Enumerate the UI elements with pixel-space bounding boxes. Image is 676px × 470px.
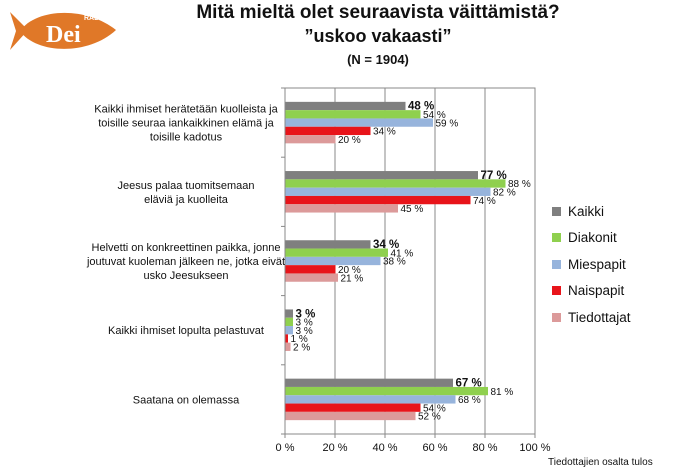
legend-swatch [552,259,561,269]
radio-dei-logo: RADIO Dei [10,12,116,50]
data-label: 20 % [338,135,361,146]
legend-item: Naispapit [552,278,631,305]
bar-tiedottajat [285,204,398,213]
bar-kaikki [285,309,293,318]
x-tick-label: 20 % [322,442,347,454]
data-label: 3 % [296,326,313,337]
legend-label: Tiedottajat [568,309,631,325]
legend-item: Kaikki [552,198,631,225]
bar-naispapit [285,334,288,343]
data-label: 21 % [341,273,364,284]
category-label: toisille seuraa iankaikkinen elämä ja [98,118,274,130]
data-label: 54 % [423,110,446,121]
fish-shape [10,12,28,50]
data-label: 3 % [296,318,313,329]
data-label: 48 % [408,101,434,113]
logo-big-text: Dei [46,22,81,48]
x-tick-label: 100 % [519,442,550,454]
footnote: Tiedottajien osalta tulos [548,457,653,468]
data-label: 68 % [458,395,481,406]
bar-kaikki [285,240,371,249]
data-label: 52 % [418,412,441,423]
bar-naispapit [285,403,421,412]
data-label: 1 % [291,334,308,345]
legend-label: Kaikki [568,203,605,219]
legend-swatch [552,312,561,322]
data-label: 77 % [481,170,507,182]
category-label: Kaikki ihmiset herätetään kuolleista ja [94,104,278,116]
bar-diakonit [285,248,388,257]
data-label: 34 % [373,127,396,138]
legend-item: Miespapit [552,251,631,278]
legend-swatch [552,233,561,243]
bar-kaikki [285,378,453,387]
legend-label: Diakonit [568,230,617,246]
legend-label: Miespapit [568,256,626,272]
data-label: 82 % [493,187,516,198]
data-label: 45 % [401,204,424,215]
bar-tiedottajat [285,273,338,282]
data-label: 20 % [338,265,361,276]
data-label: 88 % [508,179,531,190]
data-label: 54 % [423,403,446,414]
category-label: usko Jeesukseen [144,270,229,282]
data-label: 41 % [391,248,414,259]
bar-miespapit [285,395,456,404]
bar-kaikki [285,101,406,111]
bar-miespapit [285,256,381,266]
category-label: Helvetti on konkreettinen paikka, jonne [92,242,281,254]
legend-swatch [552,206,561,216]
data-label: 59 % [436,118,459,129]
data-label: 74 % [473,196,496,207]
bar-miespapit [285,326,293,335]
fish-body [20,12,116,49]
category-label: toisille kadotus [150,132,223,144]
bar-kaikki [285,171,478,180]
legend-swatch [552,286,561,296]
bar-diakonit [285,386,488,396]
x-tick-label: 0 % [276,442,295,454]
sample-size: (N = 1904) [347,52,409,67]
legend-item: Diakonit [552,225,631,252]
data-label: 2 % [293,342,310,353]
category-label: eläviä ja kuolleita [144,194,229,206]
category-label: Jeesus palaa tuomitsemaan [118,180,255,192]
data-label: 34 % [373,239,399,251]
data-label: 38 % [383,257,406,268]
bar-diakonit [285,179,506,188]
bar-diakonit [285,110,421,119]
category-label: Kaikki ihmiset lopulta pelastuvat [108,325,264,337]
x-tick-label: 60 % [422,442,447,454]
data-label: 3 % [296,308,316,320]
bar-diakonit [285,317,293,327]
bar-naispapit [285,265,336,274]
bar-tiedottajat [285,342,291,351]
plot-frame [284,87,536,435]
chart-title: Mitä mieltä olet seuraavista väittämistä… [196,2,560,23]
category-label: joutuvat kuoleman jälkeen ne, jotka eivä… [86,256,285,268]
bar-miespapit [285,187,491,196]
category-label: Saatana on olemassa [133,394,240,406]
bar-naispapit [285,126,371,136]
legend-item: Tiedottajat [552,304,631,331]
bar-tiedottajat [285,411,416,421]
bar-naispapit [285,195,471,205]
bar-miespapit [285,118,433,127]
x-tick-label: 80 % [472,442,497,454]
legend-label: Naispapit [568,283,625,299]
data-label: 67 % [456,377,482,389]
x-tick-label: 40 % [372,442,397,454]
bar-tiedottajat [285,135,336,144]
legend: Kaikki Diakonit Miespapit Naispapit Tiedotta… [552,198,631,331]
data-label: 81 % [491,387,514,398]
logo-small-text: RADIO [84,15,107,22]
chart-subtitle: ”uskoo vakaasti” [304,26,452,46]
